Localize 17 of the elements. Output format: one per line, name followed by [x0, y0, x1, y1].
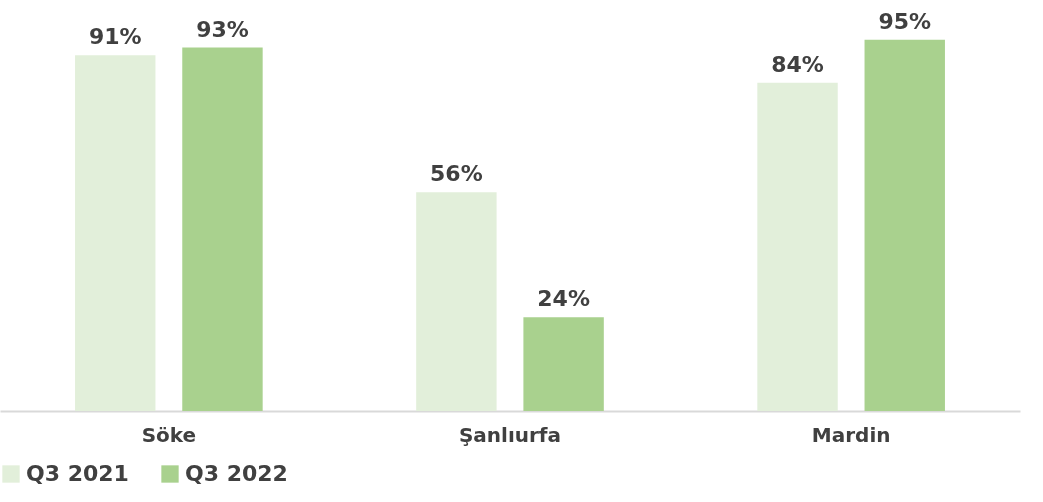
bar: [523, 317, 604, 411]
bar: [416, 192, 497, 411]
legend-label: Q3 2022: [185, 461, 288, 486]
data-label: 93%: [196, 16, 249, 42]
bar: [182, 47, 263, 411]
bar: [75, 55, 156, 411]
bar: [757, 82, 838, 411]
x-tick-label: Şanlıurfa: [458, 422, 562, 447]
x-tick-label: Söke: [141, 422, 197, 447]
bar: [864, 39, 945, 411]
data-label: 56%: [430, 161, 483, 187]
data-label: 95%: [878, 8, 932, 34]
legend-label: Q3 2021: [26, 461, 129, 486]
data-label: 91%: [88, 24, 142, 50]
x-tick-label: Mardin: [811, 422, 891, 447]
data-label: 84%: [771, 51, 824, 77]
data-label: 24%: [537, 286, 590, 312]
